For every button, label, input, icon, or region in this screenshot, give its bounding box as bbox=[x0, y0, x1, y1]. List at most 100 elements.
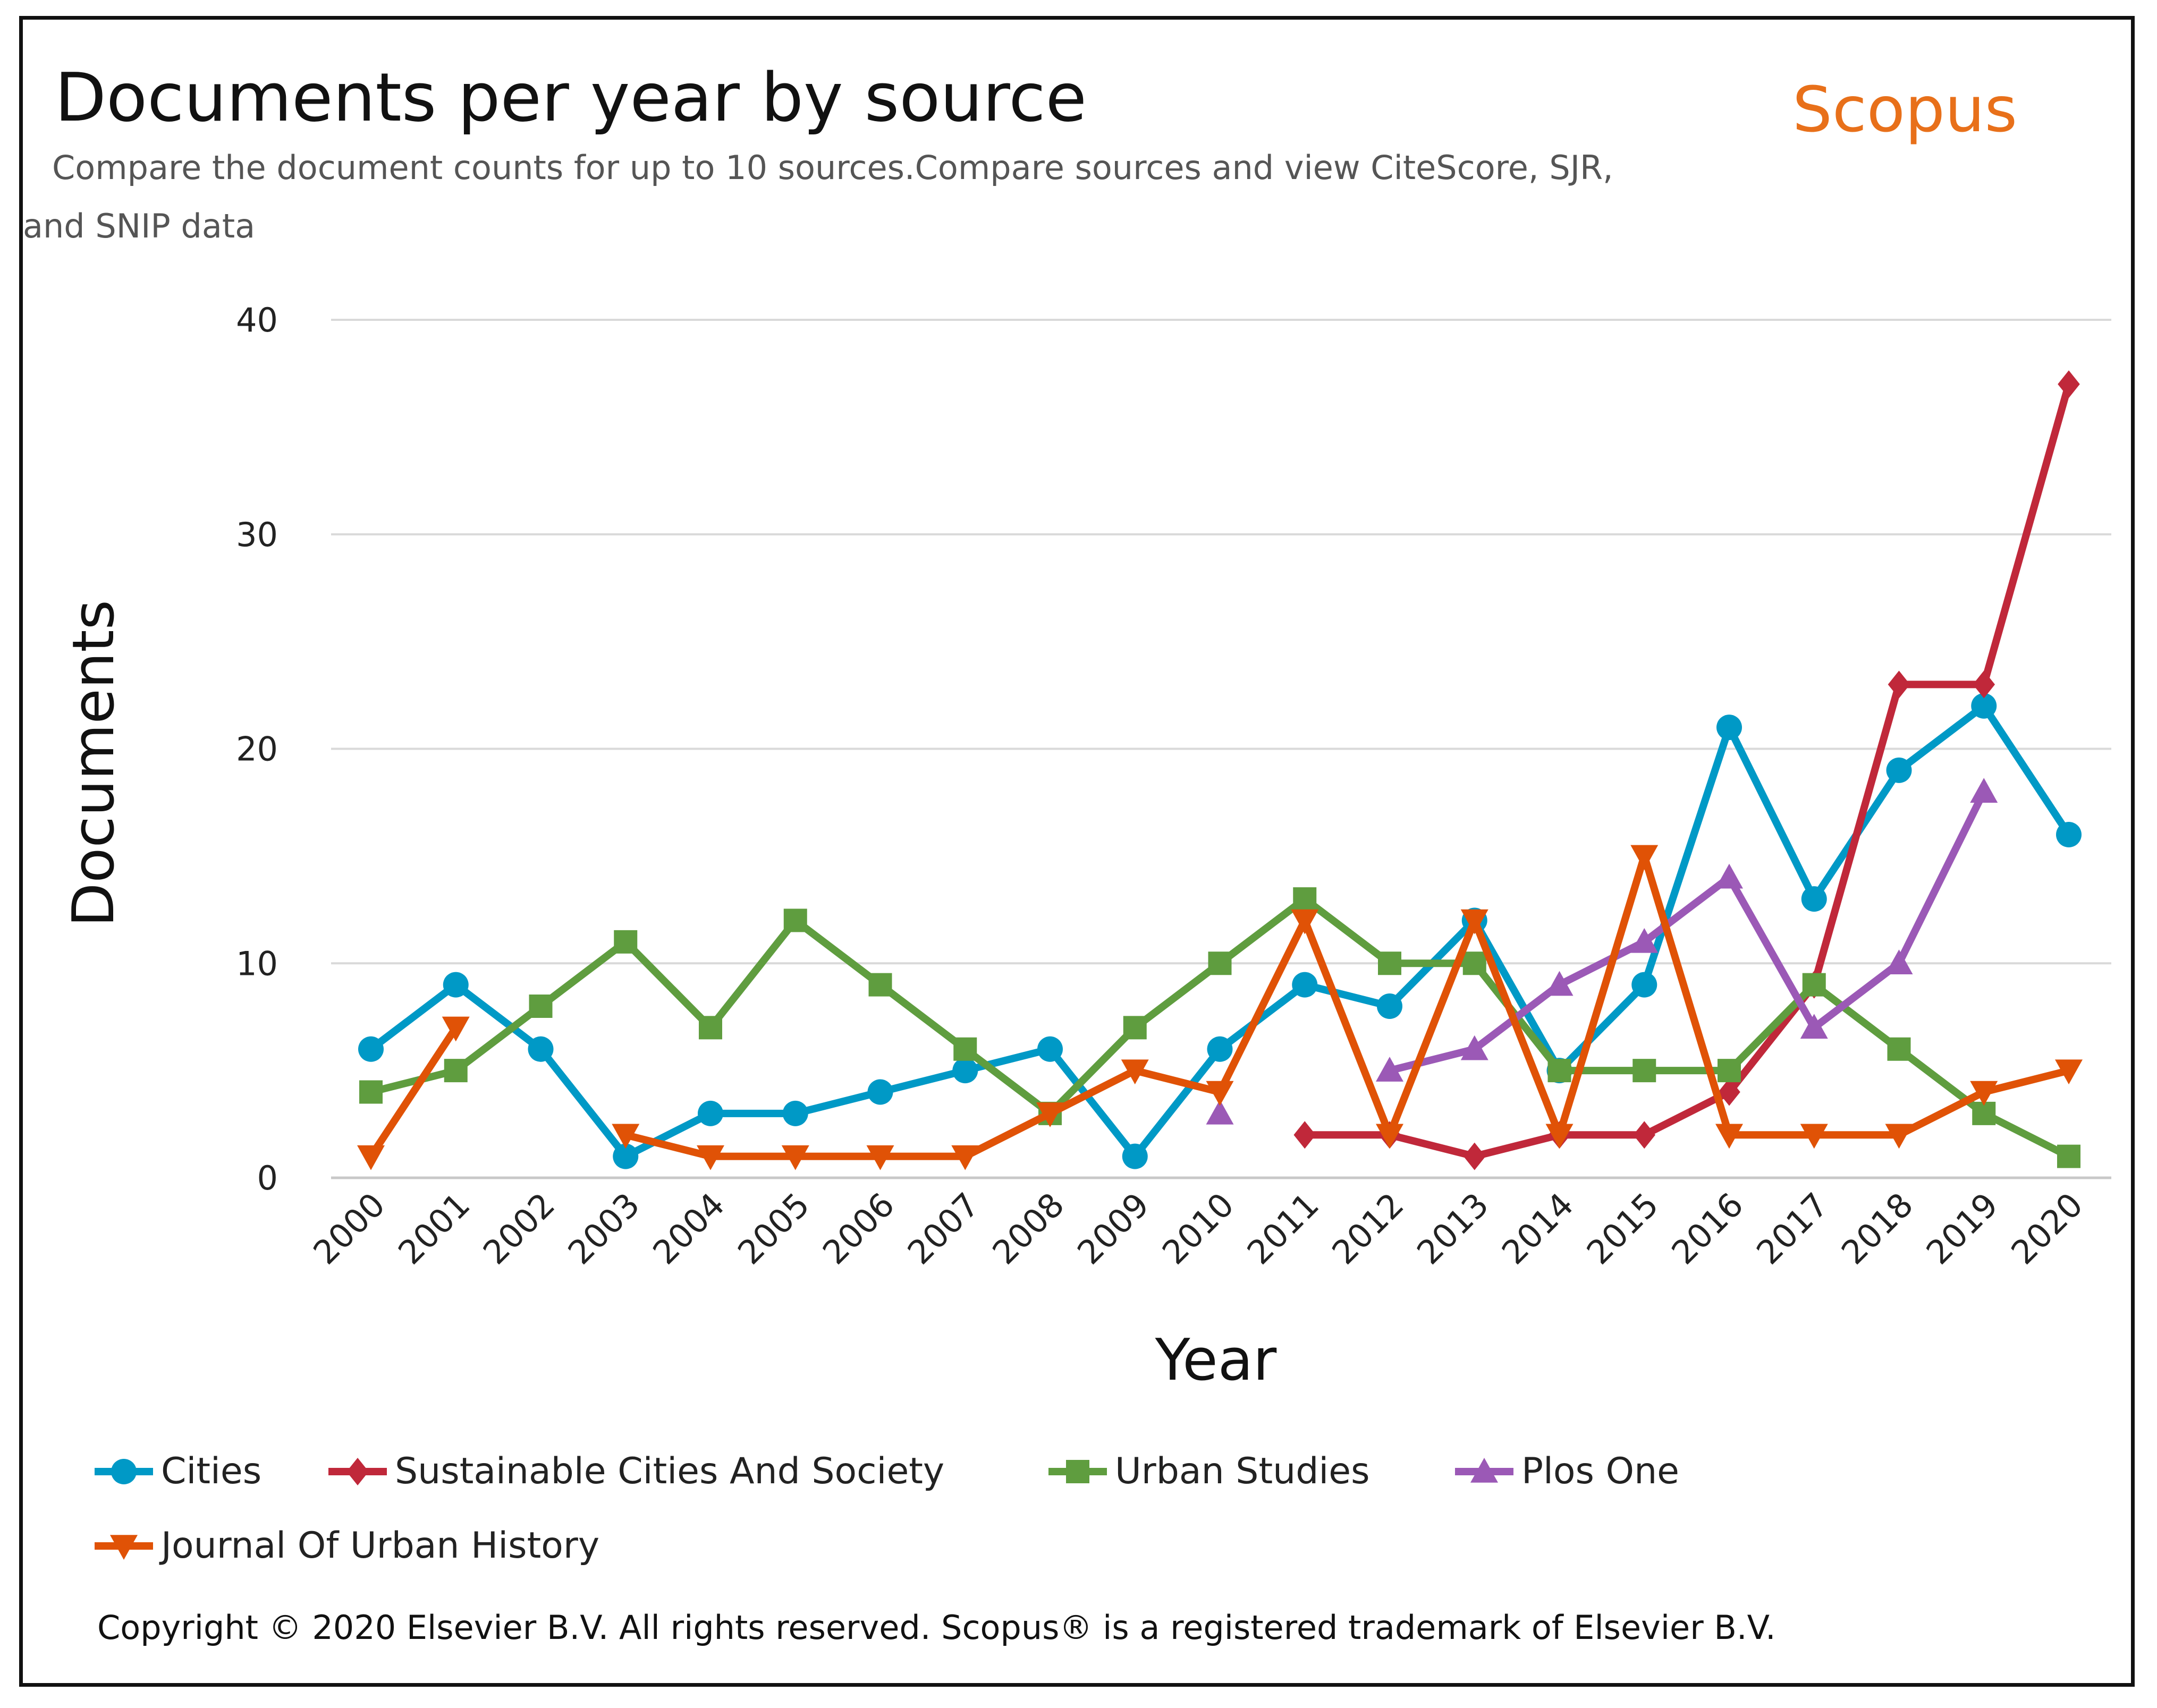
data-point-cities bbox=[2056, 822, 2082, 847]
data-point-plos-one bbox=[1715, 863, 1743, 889]
x-tick-label: 2007 bbox=[900, 1185, 987, 1272]
legend-label: Urban Studies bbox=[1115, 1450, 1370, 1492]
data-point-cities bbox=[1971, 693, 1997, 719]
chart-subtitle-line1: Compare the document counts for up to 10… bbox=[52, 148, 1613, 187]
x-tick-label: 2005 bbox=[730, 1185, 817, 1272]
data-point-sustainable-cities-and-society bbox=[2058, 370, 2080, 398]
legend-swatch-marker bbox=[1470, 1458, 1498, 1483]
data-point-journal-of-urban-history bbox=[1291, 909, 1319, 934]
legend-item-cities[interactable]: Cities bbox=[95, 1450, 261, 1492]
data-point-journal-of-urban-history bbox=[1800, 1124, 1828, 1149]
data-point-sustainable-cities-and-society bbox=[1718, 1078, 1740, 1106]
data-point-journal-of-urban-history bbox=[1376, 1124, 1403, 1149]
series-line-plos-one bbox=[1386, 788, 1988, 1075]
x-axis-title: Year bbox=[1155, 1327, 1277, 1393]
data-point-cities bbox=[1122, 1143, 1148, 1169]
data-point-sustainable-cities-and-society bbox=[1888, 670, 1910, 699]
series-lines bbox=[357, 370, 2083, 1170]
y-tick-label: 40 bbox=[236, 301, 278, 339]
x-tick-label: 2000 bbox=[306, 1185, 392, 1272]
data-point-cities bbox=[1886, 757, 1912, 783]
data-point-urban-studies bbox=[1462, 951, 1486, 975]
legend-item-urban-studies[interactable]: Urban Studies bbox=[1048, 1450, 1370, 1492]
data-point-journal-of-urban-history bbox=[1460, 909, 1488, 934]
data-point-cities bbox=[358, 1036, 384, 1062]
legend-label: Cities bbox=[161, 1450, 261, 1492]
x-axis-ticks: 2000200120022003200420052006200720082009… bbox=[306, 1185, 2090, 1272]
data-point-journal-of-urban-history bbox=[612, 1124, 640, 1149]
x-tick-label: 2006 bbox=[815, 1185, 902, 1272]
data-point-urban-studies bbox=[1632, 1059, 1656, 1083]
y-tick-label: 30 bbox=[236, 515, 278, 554]
data-point-cities bbox=[1207, 1036, 1233, 1062]
data-point-journal-of-urban-history bbox=[2055, 1059, 2083, 1085]
data-point-urban-studies bbox=[953, 1037, 977, 1061]
data-point-plos-one bbox=[1630, 928, 1659, 953]
data-point-cities bbox=[1377, 993, 1402, 1019]
x-tick-label: 2011 bbox=[1240, 1185, 1326, 1272]
data-point-journal-of-urban-history bbox=[781, 1145, 809, 1170]
x-tick-label: 2019 bbox=[1919, 1185, 2006, 1272]
data-point-plos-one bbox=[1460, 1035, 1488, 1060]
series-journal-of-urban-history bbox=[357, 845, 2083, 1170]
legend: Cities Sustainable Cities And Society Urba… bbox=[95, 1450, 1679, 1567]
data-point-plos-one bbox=[1800, 1014, 1828, 1039]
data-point-urban-studies bbox=[1718, 1059, 1741, 1083]
x-tick-label: 2012 bbox=[1324, 1185, 1411, 1272]
data-point-urban-studies bbox=[614, 930, 638, 954]
data-point-plos-one bbox=[1970, 778, 1998, 803]
legend-label: Journal Of Urban History bbox=[159, 1525, 599, 1567]
data-point-sustainable-cities-and-society bbox=[1293, 1121, 1316, 1149]
y-tick-label: 20 bbox=[236, 730, 278, 769]
data-point-plos-one bbox=[1545, 971, 1574, 996]
chart-svg: Documents per year by source Scopus Comp… bbox=[23, 58, 2111, 1647]
y-axis-title: Documents bbox=[61, 600, 127, 927]
data-point-journal-of-urban-history bbox=[1206, 1081, 1234, 1106]
data-point-journal-of-urban-history bbox=[1036, 1102, 1064, 1127]
chart-subtitle-line2: and SNIP data bbox=[23, 207, 255, 245]
data-point-urban-studies bbox=[1802, 973, 1826, 997]
data-point-urban-studies bbox=[1208, 951, 1232, 975]
data-point-plos-one bbox=[1885, 949, 1913, 975]
data-point-urban-studies bbox=[1293, 887, 1317, 911]
data-point-cities bbox=[1716, 715, 1742, 741]
series-line-sustainable-cities-and-society bbox=[1301, 380, 2073, 1160]
legend-swatch-marker bbox=[111, 1459, 137, 1484]
legend-swatch-marker bbox=[1066, 1460, 1089, 1483]
data-point-cities bbox=[613, 1143, 639, 1169]
y-axis-ticks: 0 10 20 30 40 bbox=[236, 301, 278, 1197]
data-point-urban-studies bbox=[1887, 1037, 1911, 1061]
data-point-journal-of-urban-history bbox=[866, 1145, 894, 1170]
x-tick-label: 2015 bbox=[1579, 1185, 1666, 1272]
x-tick-label: 2003 bbox=[561, 1185, 647, 1272]
data-point-journal-of-urban-history bbox=[1630, 845, 1659, 870]
data-point-urban-studies bbox=[529, 995, 553, 1018]
data-point-journal-of-urban-history bbox=[357, 1145, 385, 1170]
legend-item-plos-one[interactable]: Plos One bbox=[1455, 1450, 1679, 1492]
legend-item-journal-of-urban-history[interactable]: Journal Of Urban History bbox=[95, 1525, 599, 1567]
data-point-cities bbox=[528, 1036, 554, 1062]
data-point-urban-studies bbox=[783, 908, 807, 932]
data-point-urban-studies bbox=[359, 1080, 383, 1104]
chart-frame: Documents per year by source Scopus Comp… bbox=[19, 16, 2135, 1687]
data-point-journal-of-urban-history bbox=[1121, 1059, 1149, 1085]
y-tick-label: 10 bbox=[236, 944, 278, 983]
x-tick-label: 2008 bbox=[985, 1185, 1071, 1272]
data-point-plos-one bbox=[1206, 1099, 1234, 1125]
data-point-urban-studies bbox=[444, 1059, 468, 1083]
data-point-urban-studies bbox=[1378, 951, 1401, 975]
x-tick-label: 2013 bbox=[1409, 1185, 1496, 1272]
x-tick-label: 2004 bbox=[645, 1185, 732, 1272]
data-point-cities bbox=[698, 1100, 723, 1126]
data-point-cities bbox=[1292, 972, 1318, 998]
data-point-journal-of-urban-history bbox=[1885, 1124, 1913, 1149]
legend-label: Sustainable Cities And Society bbox=[395, 1450, 944, 1492]
gridlines bbox=[331, 319, 2111, 1179]
data-point-sustainable-cities-and-society bbox=[1973, 670, 1995, 699]
x-tick-label: 2010 bbox=[1155, 1185, 1241, 1272]
data-point-urban-studies bbox=[699, 1016, 722, 1040]
data-point-journal-of-urban-history bbox=[1545, 1124, 1574, 1149]
data-point-plos-one bbox=[1376, 1057, 1403, 1082]
data-point-cities bbox=[867, 1079, 893, 1105]
legend-item-sustainable-cities-and-society[interactable]: Sustainable Cities And Society bbox=[328, 1450, 944, 1492]
